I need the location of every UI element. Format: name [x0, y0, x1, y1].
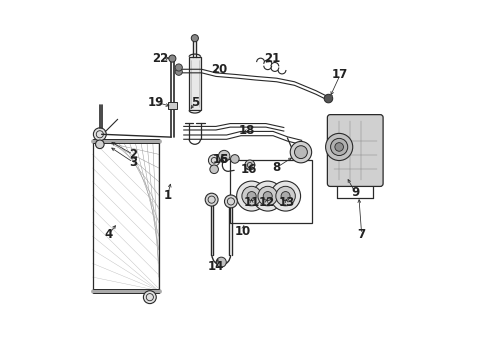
Text: 11: 11	[243, 195, 259, 209]
Circle shape	[324, 94, 332, 103]
Text: 18: 18	[239, 124, 255, 137]
FancyBboxPatch shape	[326, 114, 382, 186]
Text: 13: 13	[278, 195, 294, 209]
Text: 8: 8	[272, 161, 280, 174]
Circle shape	[143, 291, 156, 303]
Text: 21: 21	[264, 52, 280, 65]
Text: 14: 14	[207, 260, 224, 273]
Circle shape	[236, 181, 266, 211]
Circle shape	[290, 141, 311, 163]
Circle shape	[270, 181, 300, 211]
Circle shape	[334, 143, 343, 151]
Circle shape	[330, 138, 347, 156]
Text: 20: 20	[211, 63, 227, 76]
Bar	[168, 102, 176, 109]
Text: 9: 9	[350, 186, 359, 199]
Text: 2: 2	[129, 148, 137, 161]
Circle shape	[252, 181, 282, 211]
Circle shape	[191, 35, 198, 42]
Circle shape	[281, 192, 289, 201]
Circle shape	[325, 134, 352, 161]
Circle shape	[95, 140, 104, 149]
Text: 16: 16	[240, 163, 257, 176]
Text: 4: 4	[104, 228, 113, 241]
Bar	[230, 160, 312, 223]
Text: 5: 5	[191, 96, 199, 109]
Text: 17: 17	[331, 68, 347, 81]
Circle shape	[208, 155, 220, 166]
Bar	[189, 57, 200, 111]
Circle shape	[175, 68, 182, 75]
Text: 3: 3	[129, 156, 137, 168]
Circle shape	[244, 160, 254, 170]
Circle shape	[216, 257, 226, 267]
Text: 12: 12	[258, 195, 274, 209]
Text: 22: 22	[152, 52, 168, 65]
Circle shape	[175, 64, 182, 71]
Circle shape	[230, 155, 239, 163]
Circle shape	[224, 195, 237, 208]
Circle shape	[168, 55, 176, 62]
Text: 10: 10	[234, 225, 250, 238]
Text: 6: 6	[219, 153, 227, 166]
Circle shape	[275, 186, 295, 206]
Text: 15: 15	[213, 153, 229, 166]
Circle shape	[205, 193, 218, 206]
Circle shape	[93, 128, 106, 141]
Text: 19: 19	[147, 96, 164, 109]
Circle shape	[209, 165, 218, 174]
Circle shape	[258, 186, 277, 206]
Circle shape	[246, 192, 256, 201]
Text: 1: 1	[163, 189, 171, 202]
Circle shape	[218, 150, 229, 162]
Circle shape	[263, 192, 272, 201]
Text: 7: 7	[357, 228, 365, 241]
Bar	[93, 141, 159, 291]
Circle shape	[294, 146, 307, 158]
Circle shape	[242, 186, 261, 206]
